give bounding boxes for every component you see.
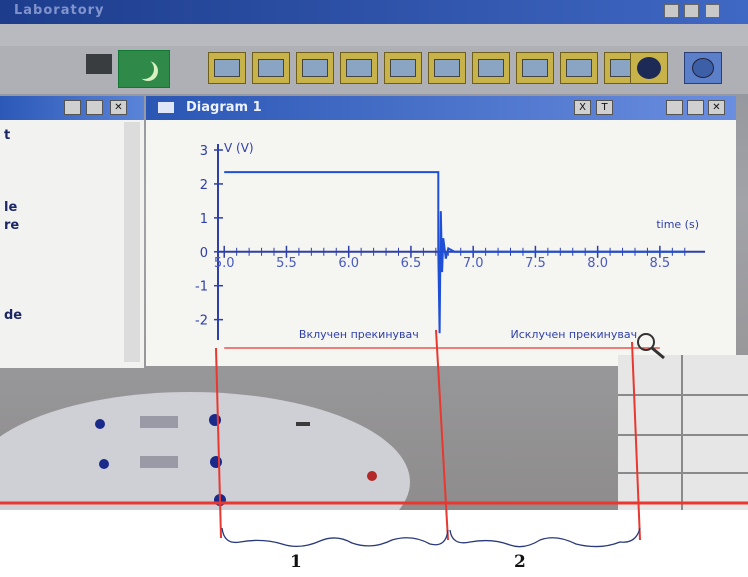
series-line-0 (224, 171, 685, 334)
annotation-1: Вклучен прекинувач (299, 328, 419, 341)
y-tick-label-0: 3 (200, 144, 208, 159)
diagram-t-button[interactable]: T (596, 100, 613, 115)
left-panel-titlebar: ✕ (0, 96, 144, 120)
board-switch (296, 422, 310, 426)
left-text-2: le (4, 200, 18, 215)
toolbar-tool-button-9[interactable] (560, 52, 598, 84)
board-led (367, 471, 377, 481)
board-terminal-1 (95, 419, 105, 429)
y-tick-label-3: 0 (200, 246, 208, 261)
annotation-2: Исклучен прекинувач (511, 328, 638, 341)
diagram-window: Diagram 1 X T ✕ 3 2 1 0 -1 -2 5.0 5.5 6.0 6.5 7.0 7… (146, 96, 736, 366)
diagram-titlebar: Diagram 1 X T ✕ (146, 96, 736, 120)
tool-icon-3 (302, 59, 328, 77)
toolbar-tool-button-7[interactable] (472, 52, 510, 84)
left-scrollbar[interactable] (124, 122, 140, 362)
left-minimize-button[interactable] (64, 100, 81, 115)
left-text-3: re (4, 218, 20, 233)
maximize-button[interactable] (684, 4, 699, 18)
toolbar-tool-button-8[interactable] (516, 52, 554, 84)
board-component-2 (140, 456, 178, 468)
diagram-x-button[interactable]: X (574, 100, 591, 115)
close-button[interactable] (705, 4, 720, 18)
tool-icon-7 (478, 59, 504, 77)
toolbar-dark-icon[interactable] (86, 54, 112, 74)
red-marker-end (631, 341, 641, 541)
diagram-minimize-button[interactable] (666, 100, 683, 115)
x-tick-label-3: 6.5 (401, 256, 422, 271)
red-marker-switch (435, 329, 449, 541)
toolbar-tool-button-1[interactable] (208, 52, 246, 84)
brace-1 (221, 527, 449, 548)
minimize-button[interactable] (664, 4, 679, 18)
left-maximize-button[interactable] (86, 100, 103, 115)
tool-icon-2 (258, 59, 284, 77)
x-tick-label-6: 8.0 (587, 256, 608, 271)
x-tick-label-7: 8.5 (650, 256, 671, 271)
voltage-chart: 3 2 1 0 -1 -2 5.0 5.5 6.0 6.5 7.0 7.5 8.0 8.5 V (V) tim… (195, 141, 705, 349)
y-tick-label-5: -2 (195, 314, 208, 329)
tool-icon-9 (566, 59, 592, 77)
toolbar-tool-button-5[interactable] (384, 52, 422, 84)
toolbar-tool-button-2[interactable] (252, 52, 290, 84)
zoom-icon (637, 333, 655, 351)
app-title: Laboratory (14, 3, 105, 18)
tool-icon-1 (214, 59, 240, 77)
tool-icon-4 (346, 59, 372, 77)
screen-photo: Laboratory ✕ t le re de Diagram 1 X T (0, 0, 748, 510)
y-axis-label: V (V) (224, 141, 254, 155)
circle-icon (637, 57, 661, 79)
toolbar-globe-button[interactable] (684, 52, 722, 84)
toolbar-tool-button-3[interactable] (296, 52, 334, 84)
left-text-1: t (4, 128, 11, 143)
x-axis-label: time (s) (656, 218, 699, 231)
app-titlebar: Laboratory (0, 0, 748, 24)
diagram-window-icon (158, 102, 174, 113)
x-tick-label-0: 5.0 (214, 256, 235, 271)
left-close-button[interactable]: ✕ (110, 100, 127, 115)
diagram-close-button[interactable]: ✕ (708, 100, 725, 115)
x-tick-label-2: 6.0 (338, 256, 359, 271)
y-tick-label-4: -1 (195, 280, 208, 295)
toolbar-start-button[interactable] (118, 50, 170, 88)
toolbar-circle-button[interactable] (630, 52, 668, 84)
zoom-icon-handle (651, 346, 665, 360)
tool-icon-8 (522, 59, 548, 77)
toolbar-tool-button-4[interactable] (340, 52, 378, 84)
tool-icon-5 (390, 59, 416, 77)
globe-icon (692, 58, 714, 78)
diagram-title: Diagram 1 (186, 100, 262, 115)
diagram-maximize-button[interactable] (687, 100, 704, 115)
brace-label-2: 2 (514, 552, 526, 572)
brace-label-1: 1 (290, 552, 302, 572)
red-marker-start (215, 347, 222, 539)
x-tick-label-5: 7.5 (525, 256, 546, 271)
left-text-4: de (4, 308, 23, 323)
x-tick-label-1: 5.5 (276, 256, 297, 271)
board-terminal-3 (99, 459, 109, 469)
menu-bar (0, 24, 748, 46)
y-tick-label-2: 1 (200, 212, 208, 227)
toolbar-tool-button-6[interactable] (428, 52, 466, 84)
brace-2 (449, 527, 641, 548)
tool-icon-6 (434, 59, 460, 77)
left-panel: ✕ t le re de (0, 96, 144, 368)
table-panel (618, 355, 748, 510)
board-component-1 (140, 416, 178, 428)
y-tick-label-1: 2 (200, 178, 208, 193)
x-tick-label-4: 7.0 (463, 256, 484, 271)
table-grid (618, 355, 748, 510)
